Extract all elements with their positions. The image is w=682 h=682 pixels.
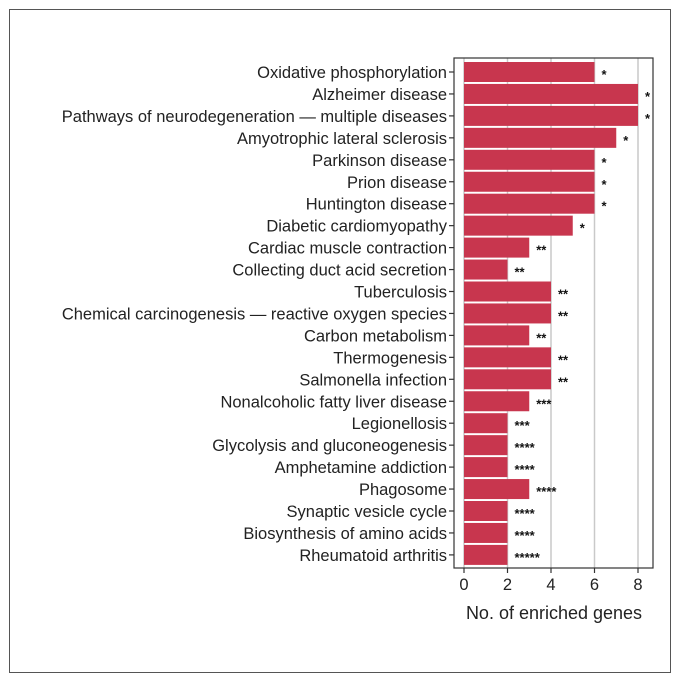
bar-9 <box>464 259 508 280</box>
significance-label-10: ** <box>558 287 569 302</box>
bar-11 <box>464 303 551 324</box>
bar-19 <box>464 479 530 500</box>
bar-2 <box>464 105 638 126</box>
bar-22 <box>464 544 508 565</box>
category-label-16: Legionellosis <box>352 415 447 433</box>
significance-label-11: ** <box>558 308 569 323</box>
bar-3 <box>464 127 617 148</box>
category-label-13: Thermogenesis <box>333 349 447 367</box>
category-label-19: Phagosome <box>359 481 447 499</box>
significance-label-15: *** <box>536 396 552 411</box>
category-label-0: Oxidative phosphorylation <box>257 64 447 82</box>
bar-18 <box>464 457 508 478</box>
significance-label-9: ** <box>515 265 526 280</box>
significance-label-3: * <box>623 133 629 148</box>
bar-21 <box>464 522 508 543</box>
bar-7 <box>464 215 573 236</box>
category-label-17: Glycolysis and gluconeogenesis <box>212 437 447 455</box>
significance-label-6: * <box>602 199 608 214</box>
category-label-10: Tuberculosis <box>354 284 447 302</box>
significance-label-16: *** <box>515 418 531 433</box>
significance-label-0: * <box>602 67 608 82</box>
significance-label-20: **** <box>515 506 536 521</box>
category-label-22: Rheumatoid arthritis <box>299 547 447 565</box>
category-label-3: Amyotrophic lateral sclerosis <box>237 130 447 148</box>
category-label-7: Diabetic cardiomyopathy <box>266 218 447 236</box>
category-label-12: Carbon metabolism <box>304 327 447 345</box>
significance-label-4: * <box>602 155 608 170</box>
category-label-18: Amphetamine addiction <box>275 459 447 477</box>
bar-1 <box>464 83 638 104</box>
significance-label-17: **** <box>515 440 536 455</box>
bar-14 <box>464 369 551 390</box>
significance-label-5: * <box>602 177 608 192</box>
bar-10 <box>464 281 551 302</box>
x-axis-title: No. of enriched genes <box>466 603 642 623</box>
significance-label-19: **** <box>536 484 557 499</box>
category-label-15: Nonalcoholic fatty liver disease <box>220 393 447 411</box>
bars <box>464 62 638 565</box>
category-label-1: Alzheimer disease <box>312 86 447 104</box>
bar-17 <box>464 435 508 456</box>
x-tick-label-3: 6 <box>590 576 599 594</box>
category-label-8: Cardiac muscle contraction <box>248 240 447 258</box>
significance-label-14: ** <box>558 374 569 389</box>
category-label-14: Salmonella infection <box>299 371 447 389</box>
bar-16 <box>464 413 508 434</box>
bar-6 <box>464 193 595 214</box>
significance-label-2: * <box>645 111 651 126</box>
bar-0 <box>464 62 595 82</box>
significance-label-7: * <box>580 221 586 236</box>
significance-label-1: * <box>645 89 651 104</box>
significance-label-12: ** <box>536 330 547 345</box>
category-label-11: Chemical carcinogenesis — reactive oxyge… <box>62 305 447 323</box>
significance-label-13: ** <box>558 352 569 367</box>
category-label-20: Synaptic vesicle cycle <box>287 503 447 521</box>
x-axis: 0 2 4 6 8 <box>449 57 654 594</box>
significance-label-18: **** <box>515 462 536 477</box>
bar-8 <box>464 237 530 258</box>
significance-label-22: ***** <box>515 550 541 565</box>
bar-20 <box>464 501 508 521</box>
bar-13 <box>464 347 551 368</box>
category-label-5: Prion disease <box>347 174 447 192</box>
significance-label-8: ** <box>536 243 547 258</box>
x-tick-label-2: 4 <box>546 576 555 594</box>
bar-5 <box>464 171 595 192</box>
category-label-6: Huntington disease <box>306 196 447 214</box>
category-labels: Oxidative phosphorylation Alzheimer disea… <box>62 64 448 565</box>
significance-labels: ****************************************… <box>515 67 652 565</box>
category-label-2: Pathways of neurodegeneration — multiple… <box>62 108 447 126</box>
bar-12 <box>464 325 530 346</box>
x-tick-label-1: 2 <box>503 576 512 594</box>
x-tick-label-0: 0 <box>459 576 468 594</box>
significance-label-21: **** <box>515 528 536 543</box>
x-tick-label-4: 8 <box>633 576 642 594</box>
category-label-4: Parkinson disease <box>312 152 447 170</box>
category-label-9: Collecting duct acid secretion <box>232 262 447 280</box>
bar-4 <box>464 149 595 170</box>
bar-15 <box>464 391 530 412</box>
category-label-21: Biosynthesis of amino acids <box>243 525 447 543</box>
